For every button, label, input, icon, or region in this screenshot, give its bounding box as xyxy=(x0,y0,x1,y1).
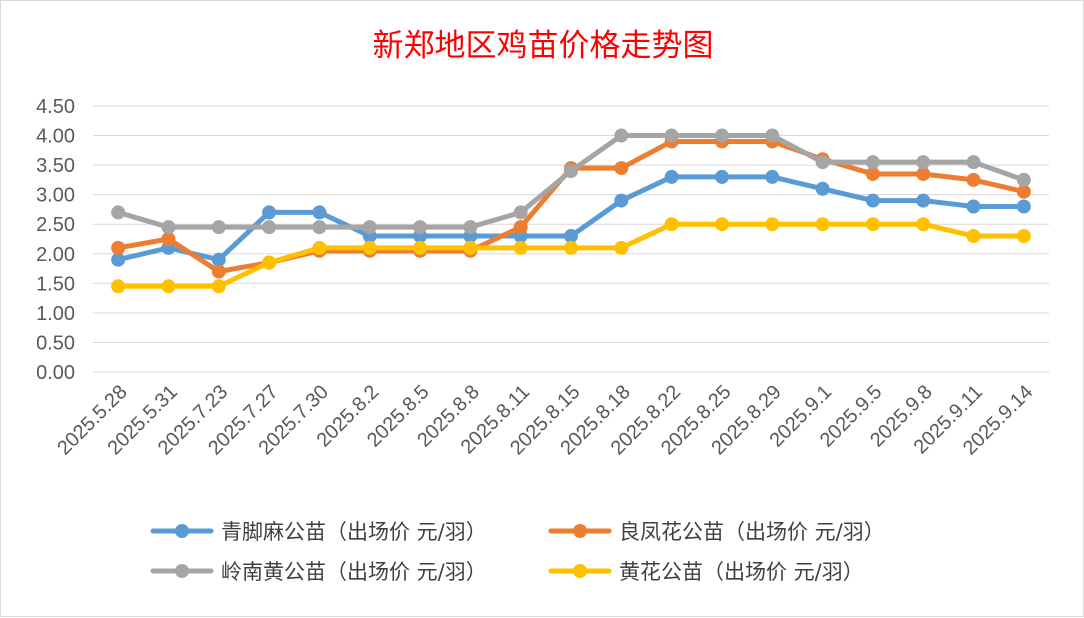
data-point xyxy=(916,217,931,232)
data-point xyxy=(111,240,126,255)
data-point xyxy=(765,217,780,232)
chart-title: 新郑地区鸡苗价格走势图 xyxy=(373,28,714,64)
legend-label: 良凤花公苗（出场价 元/羽） xyxy=(619,520,885,544)
y-tick-label: 4.00 xyxy=(36,126,75,148)
data-point xyxy=(815,217,830,232)
data-point xyxy=(262,255,277,270)
data-point xyxy=(362,220,377,235)
y-tick-label: 4.50 xyxy=(36,96,75,118)
series-line xyxy=(115,133,1027,230)
data-point xyxy=(815,155,830,170)
data-point xyxy=(312,240,327,255)
data-point xyxy=(916,155,931,170)
legend-item: 青脚麻公苗（出场价 元/羽） xyxy=(150,520,487,544)
legend-swatch-marker xyxy=(175,564,189,578)
legend-item: 黄花公苗（出场价 元/羽） xyxy=(548,560,864,584)
y-tick-label: 0.50 xyxy=(36,332,75,354)
legend-swatch-marker xyxy=(175,524,189,538)
data-point xyxy=(513,205,528,220)
y-tick-label: 3.00 xyxy=(36,185,75,207)
data-point xyxy=(714,217,729,232)
data-point xyxy=(765,169,780,184)
data-point xyxy=(161,220,176,235)
data-point xyxy=(413,240,428,255)
y-axis-ticks: 0.00 0.50 1.00 1.50 2.00 2.50 3.00 3.50 4.00 4.50 xyxy=(36,96,75,384)
data-point xyxy=(463,240,478,255)
legend-swatch-marker xyxy=(573,564,587,578)
y-tick-label: 2.00 xyxy=(36,244,75,266)
data-point xyxy=(664,169,679,184)
series-1 xyxy=(111,134,1031,279)
data-point xyxy=(111,252,126,267)
data-point xyxy=(966,155,981,170)
data-point xyxy=(463,220,478,235)
data-point xyxy=(765,128,780,143)
data-point xyxy=(1016,172,1031,187)
data-point xyxy=(211,220,226,235)
data-point xyxy=(865,166,880,181)
data-point xyxy=(966,172,981,187)
data-point xyxy=(262,220,277,235)
data-point xyxy=(362,240,377,255)
data-point xyxy=(211,252,226,267)
data-point xyxy=(564,240,578,255)
data-point xyxy=(262,205,277,220)
data-point xyxy=(865,155,880,170)
y-tick-label: 1.00 xyxy=(36,303,75,325)
y-tick-label: 2.50 xyxy=(36,214,75,236)
series-2 xyxy=(111,128,1031,235)
data-point xyxy=(966,229,981,244)
data-point xyxy=(413,220,428,235)
data-point xyxy=(815,181,830,196)
data-point xyxy=(916,193,931,208)
legend-item: 岭南黄公苗（出场价 元/羽） xyxy=(150,560,487,584)
data-point xyxy=(211,279,226,294)
data-point xyxy=(564,164,578,179)
legend-swatch-marker xyxy=(573,524,587,538)
data-point xyxy=(664,217,679,232)
data-point xyxy=(1016,199,1031,214)
data-point xyxy=(614,161,629,176)
legend: 青脚麻公苗（出场价 元/羽） 良凤花公苗（出场价 元/羽） 岭南黄公苗（出场价 元/… xyxy=(150,520,885,584)
data-point xyxy=(865,193,880,208)
legend-label: 黄花公苗（出场价 元/羽） xyxy=(619,560,864,584)
data-point xyxy=(111,205,126,220)
data-point xyxy=(312,220,327,235)
data-point xyxy=(513,220,528,235)
data-point xyxy=(966,199,981,214)
data-point xyxy=(916,166,931,181)
series-layer xyxy=(111,128,1031,294)
data-point xyxy=(111,279,126,294)
data-point xyxy=(161,232,176,246)
data-point xyxy=(161,279,176,294)
x-axis-ticks: 2025.5.282025.5.312025.7.232025.7.272025… xyxy=(53,381,1037,459)
legend-item: 良凤花公苗（出场价 元/羽） xyxy=(548,520,885,544)
data-point xyxy=(564,229,578,244)
data-point xyxy=(614,240,629,255)
y-tick-label: 0.00 xyxy=(36,362,75,384)
data-point xyxy=(714,169,729,184)
data-point xyxy=(714,128,729,143)
data-point xyxy=(513,240,528,255)
data-point xyxy=(865,217,880,232)
legend-label: 岭南黄公苗（出场价 元/羽） xyxy=(221,560,487,584)
data-point xyxy=(312,205,327,220)
series-3 xyxy=(111,217,1031,294)
data-point xyxy=(664,128,679,143)
y-tick-label: 3.50 xyxy=(36,155,75,177)
data-point xyxy=(211,264,226,279)
data-point xyxy=(614,128,629,143)
data-point xyxy=(614,193,629,208)
y-tick-label: 1.50 xyxy=(36,273,75,295)
data-point xyxy=(1016,184,1031,199)
legend-label: 青脚麻公苗（出场价 元/羽） xyxy=(221,520,487,544)
data-point xyxy=(1016,229,1031,244)
